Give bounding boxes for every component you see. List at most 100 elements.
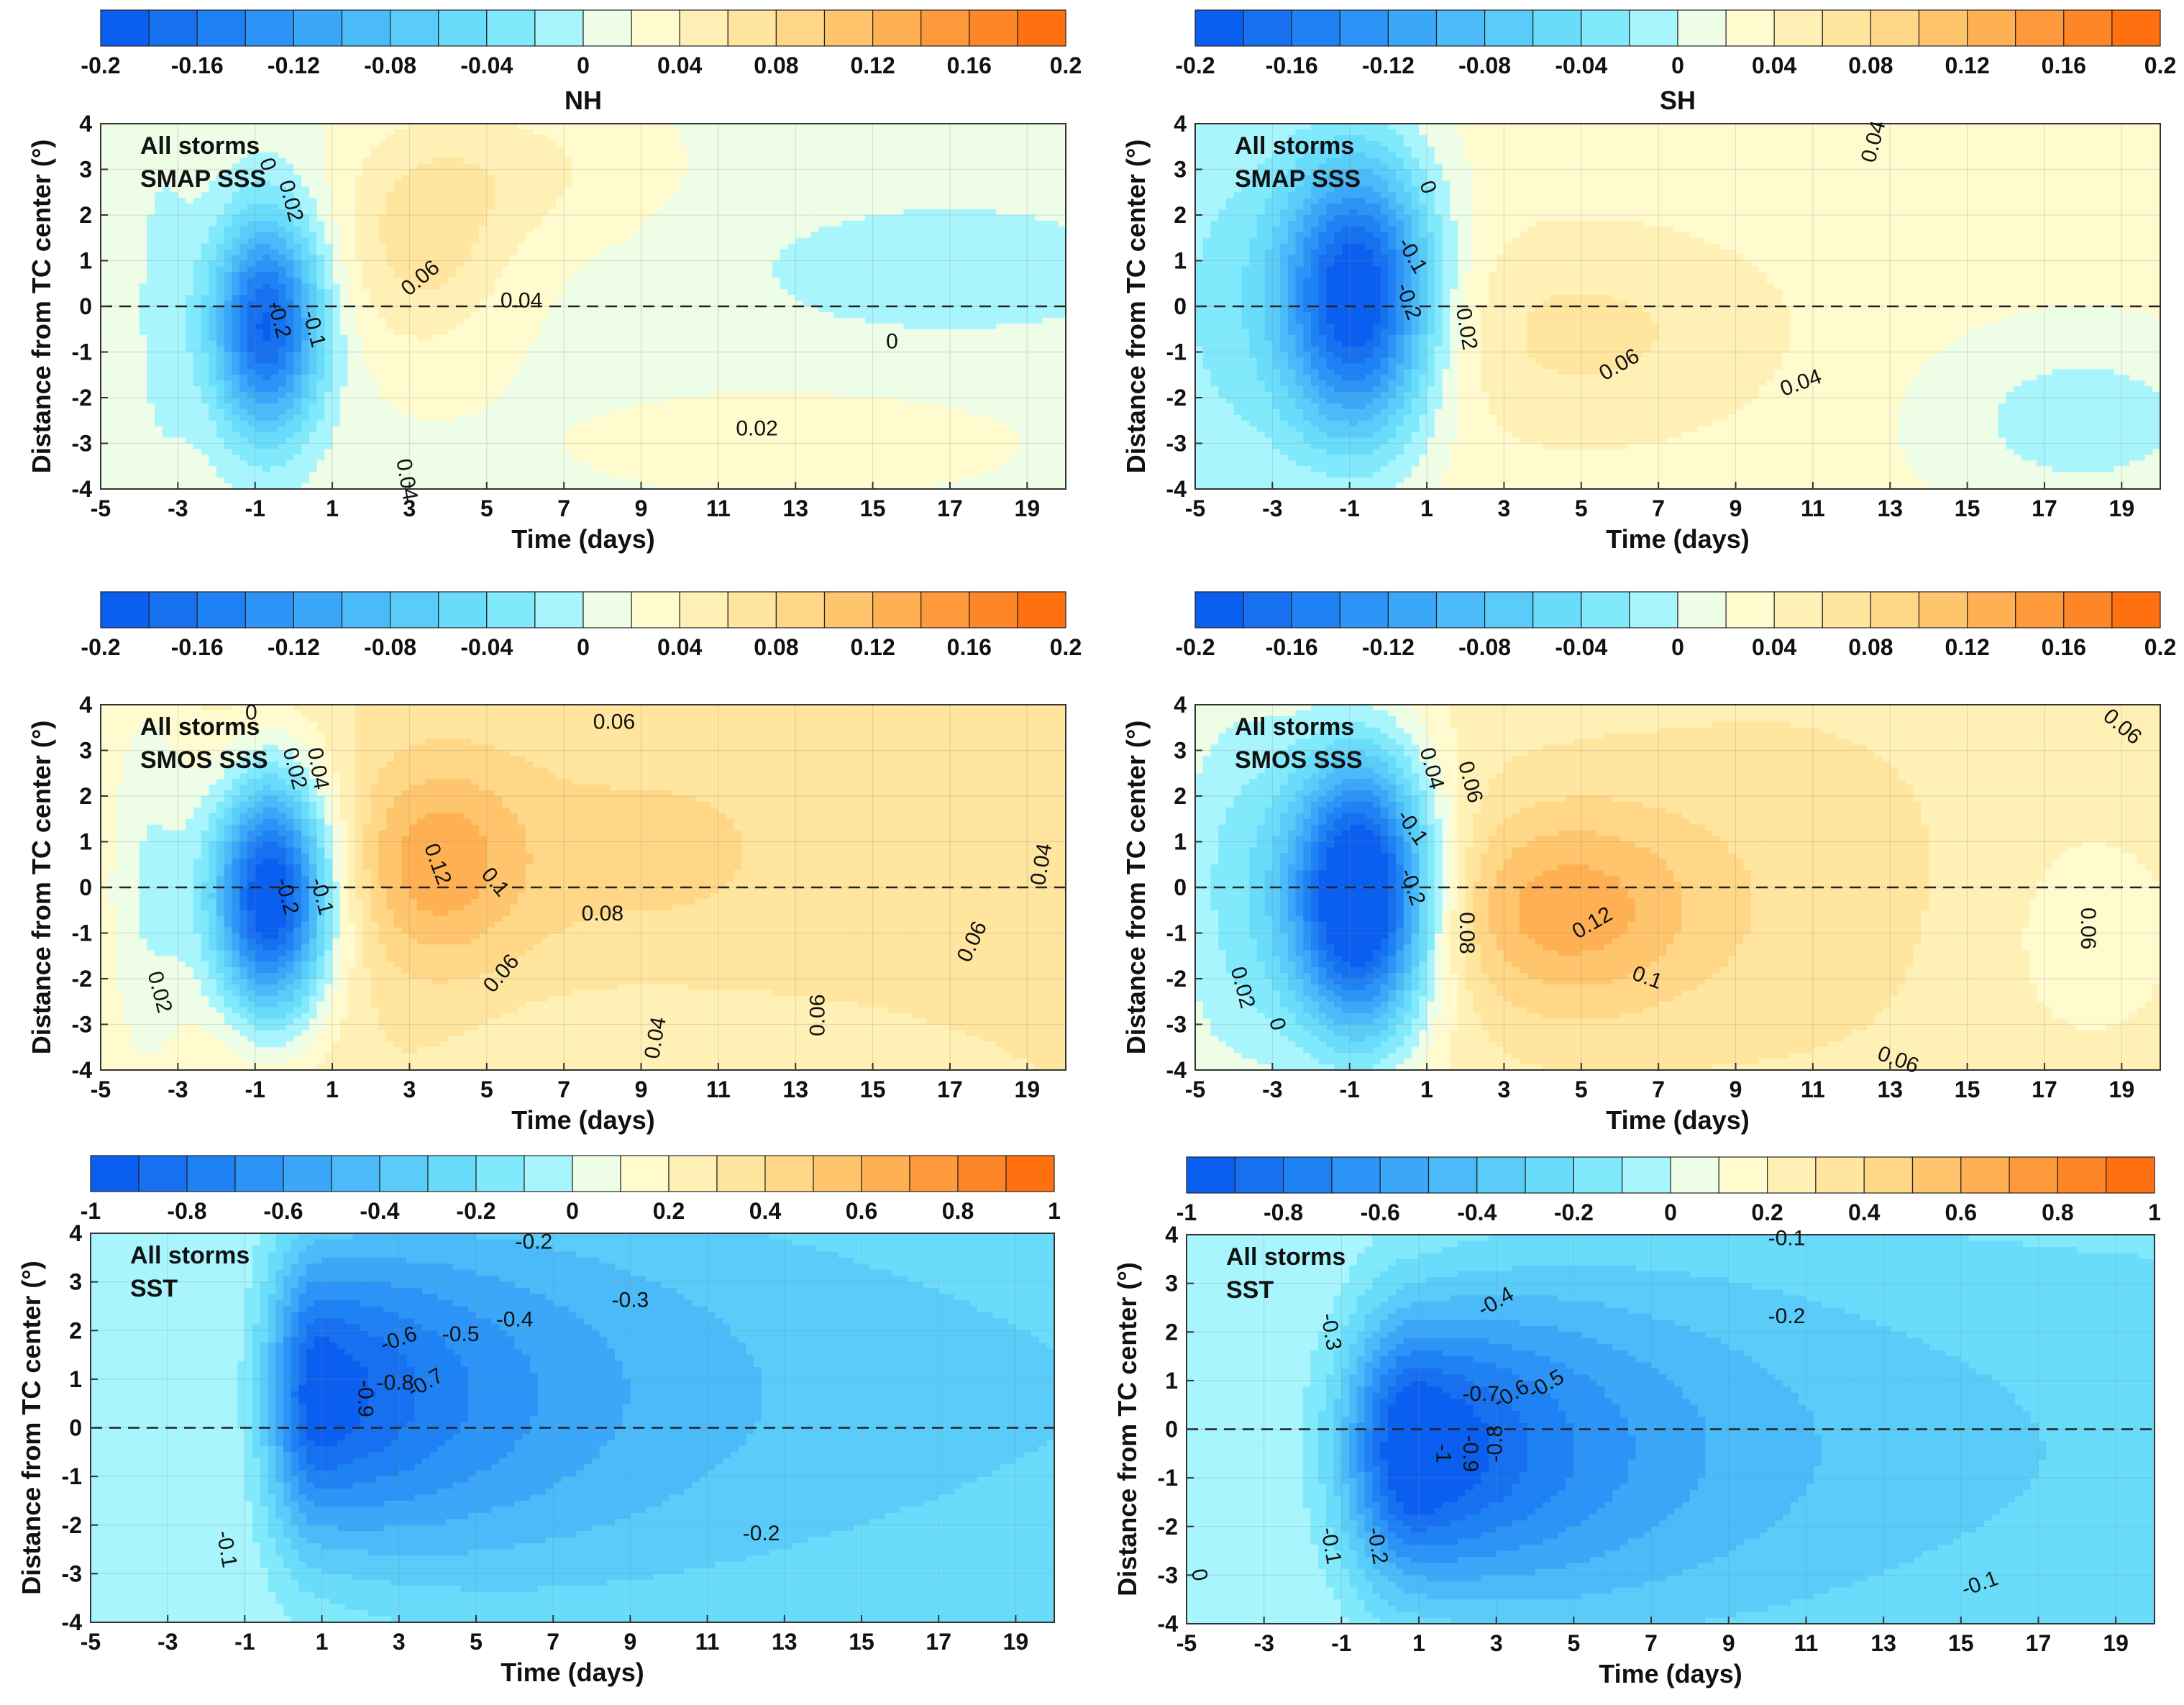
heatmap-cell [132,472,140,478]
heatmap-cell [155,386,163,393]
heatmap-cell [109,432,116,439]
heatmap-cell [140,392,147,398]
colorbar-swatch [439,10,487,46]
heatmap-cell [155,472,163,478]
heatmap-cell [109,347,116,353]
heatmap-cell [186,421,193,427]
heatmap-cell [186,312,193,319]
heatmap-cell [101,204,109,210]
heatmap-cell [132,255,140,262]
heatmap-cell [186,306,193,313]
heatmap-cell [147,392,155,398]
heatmap-cell [116,170,124,176]
heatmap-cell [147,215,155,221]
heatmap-cell [140,472,147,478]
heatmap-cell [116,289,124,296]
heatmap-cell [124,466,132,472]
heatmap-cell [178,278,186,284]
heatmap-cell [193,232,201,239]
heatmap-cell [201,363,209,370]
heatmap-cell [124,341,132,347]
heatmap-cell [124,141,132,147]
heatmap-cell [201,324,209,330]
heatmap-cell [163,477,170,484]
heatmap-cell [201,415,209,421]
heatmap-cell [116,466,124,472]
heatmap-cell [109,227,116,233]
heatmap-cell [155,335,163,342]
colorbar-swatch [1018,10,1066,46]
heatmap-cell [116,204,124,210]
heatmap-cell [170,198,178,204]
colorbar-tick-label: 0.2 [1050,52,1082,78]
colorbar-swatch [293,10,342,46]
heatmap-cell [124,295,132,301]
heatmap-cell [201,449,209,455]
heatmap-cell [140,477,147,484]
heatmap-cell [124,363,132,370]
heatmap-cell [116,244,124,250]
heatmap-cell [124,289,132,296]
heatmap-cell [140,460,147,467]
heatmap-cell [170,363,178,370]
heatmap-cell [101,466,109,472]
heatmap-cell [124,426,132,433]
heatmap-cell [186,454,193,461]
heatmap-cell [163,449,170,455]
heatmap-cell [170,415,178,421]
heatmap-cell [101,426,109,433]
heatmap-cell [170,347,178,353]
heatmap-cell [201,369,209,375]
heatmap-cell [201,238,209,244]
heatmap-cell [140,204,147,210]
heatmap-cell [109,449,116,455]
heatmap-cell [116,357,124,364]
heatmap-cell [101,477,109,484]
heatmap-cell [178,250,186,256]
heatmap-cell [116,347,124,353]
heatmap-cell [124,432,132,439]
heatmap-cell [116,312,124,319]
heatmap-cell [170,306,178,313]
heatmap-cell [178,335,186,342]
heatmap-cell [140,352,147,359]
heatmap-cell [186,352,193,359]
heatmap-cell [124,238,132,244]
heatmap-cell [109,306,116,313]
heatmap-cell [201,426,209,433]
heatmap-cell [116,375,124,381]
heatmap-cell [109,244,116,250]
heatmap-cell [178,329,186,336]
heatmap-cell [124,158,132,165]
heatmap-cell [132,227,140,233]
heatmap-cell [155,449,163,455]
heatmap-cell [201,306,209,313]
heatmap-cell [147,232,155,239]
heatmap-cell [116,460,124,467]
heatmap-cell [170,472,178,478]
heatmap-cell [124,398,132,404]
heatmap-cell [163,426,170,433]
heatmap-cell [170,318,178,324]
heatmap-cell [186,477,193,484]
heatmap-cell [170,357,178,364]
heatmap-cell [170,283,178,290]
heatmap-cell [109,466,116,472]
heatmap-cell [163,318,170,324]
heatmap-cell [132,170,140,176]
colorbar-swatch [342,10,390,46]
heatmap-cell [132,152,140,159]
heatmap-cell [147,289,155,296]
heatmap-cell [140,386,147,393]
colorbar-tick-label: 0.04 [657,52,702,78]
heatmap-cell [116,227,124,233]
heatmap-cell [124,347,132,353]
heatmap-cell [186,204,193,210]
heatmap-cell [124,175,132,181]
heatmap-cell [178,324,186,330]
heatmap-cell [193,392,201,398]
heatmap-cell [116,141,124,147]
heatmap-cell [163,312,170,319]
heatmap-cell [193,204,201,210]
heatmap-cell [147,421,155,427]
